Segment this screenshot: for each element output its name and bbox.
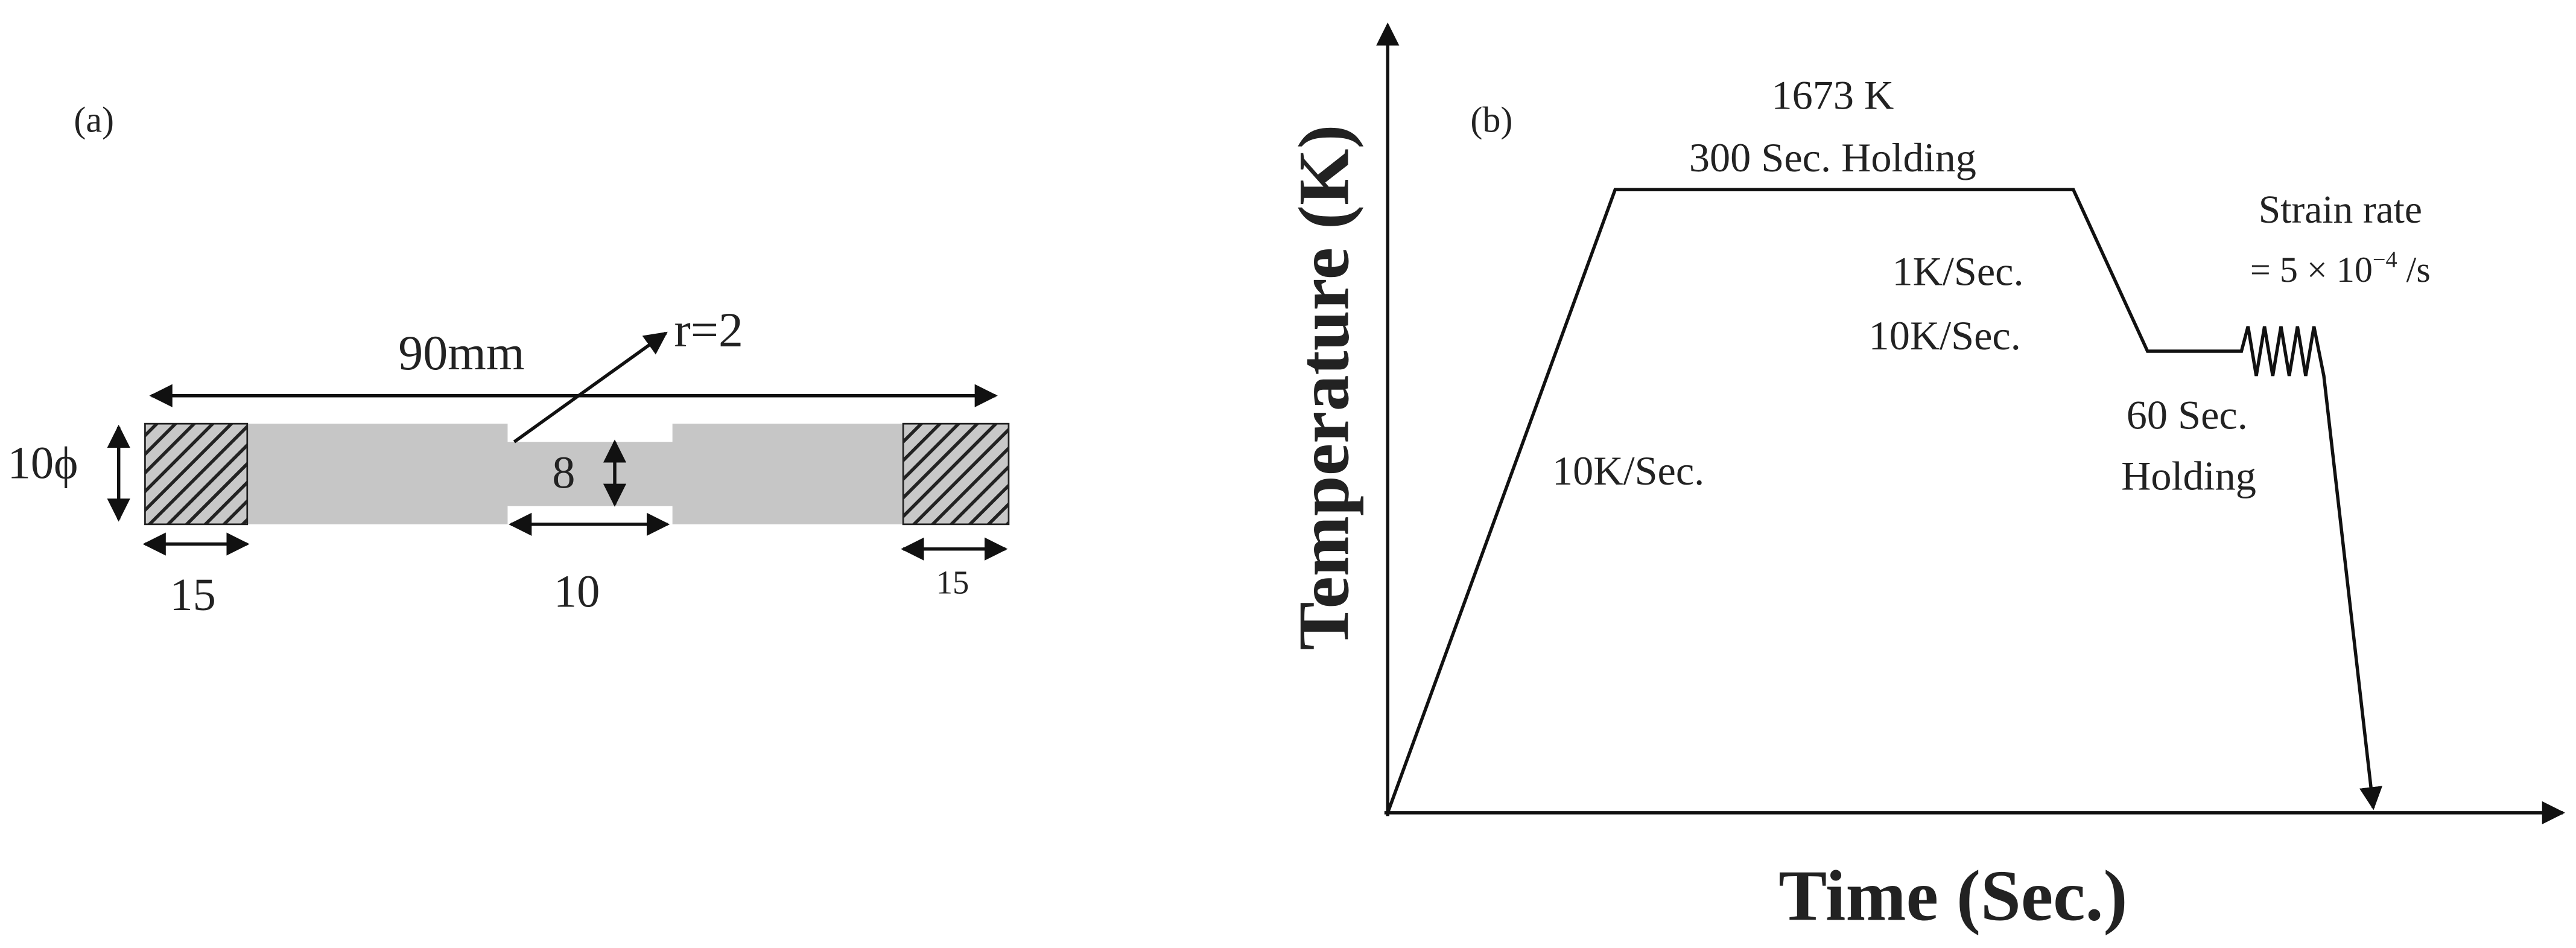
- annotation: = 5 × 10−4 /s: [2250, 247, 2431, 291]
- strain-rate-base: = 5 × 10: [2250, 250, 2373, 290]
- radius-arrow: [513, 331, 668, 444]
- annotation: 1K/Sec.: [1892, 249, 2023, 294]
- strain-rate-unit: /s: [2397, 250, 2431, 290]
- grip: [902, 422, 1010, 526]
- panel-label: (b): [1470, 100, 1512, 141]
- annotation: 300 Sec. Holding: [1689, 135, 1976, 180]
- dimension-label: r=2: [674, 302, 743, 357]
- panel-label: (a): [74, 100, 114, 141]
- y-axis-label: Temperature (K): [1284, 124, 1365, 650]
- strain-rate-exponent: −4: [2373, 247, 2397, 273]
- annotation: 1673 K: [1771, 72, 1894, 118]
- x-axis-label: Time (Sec.): [1778, 856, 2128, 936]
- dimension-label: 8: [552, 447, 575, 498]
- annotation: Holding: [2121, 453, 2256, 498]
- thermal-profile: [1386, 188, 2383, 813]
- dimension-label: 10ϕ: [8, 437, 78, 488]
- dimension-label: 15: [936, 564, 969, 601]
- annotation: 10K/Sec.: [1869, 313, 2021, 358]
- annotation: Strain rate: [2259, 188, 2422, 232]
- grip: [144, 422, 249, 526]
- panel-b: (b) Temperature (K) Time (Sec.) 1673 K 3…: [1284, 22, 2565, 936]
- dimension-label: 15: [170, 569, 215, 620]
- dimension-label: 90mm: [398, 325, 524, 380]
- specimen: [145, 424, 1009, 524]
- annotation: 60 Sec.: [2127, 392, 2248, 437]
- dimension-label: 10: [554, 565, 600, 617]
- annotation: 10K/Sec.: [1552, 448, 1704, 494]
- panel-a: (a) 90mm r=2 10ϕ 8 15 10 15: [8, 100, 1010, 620]
